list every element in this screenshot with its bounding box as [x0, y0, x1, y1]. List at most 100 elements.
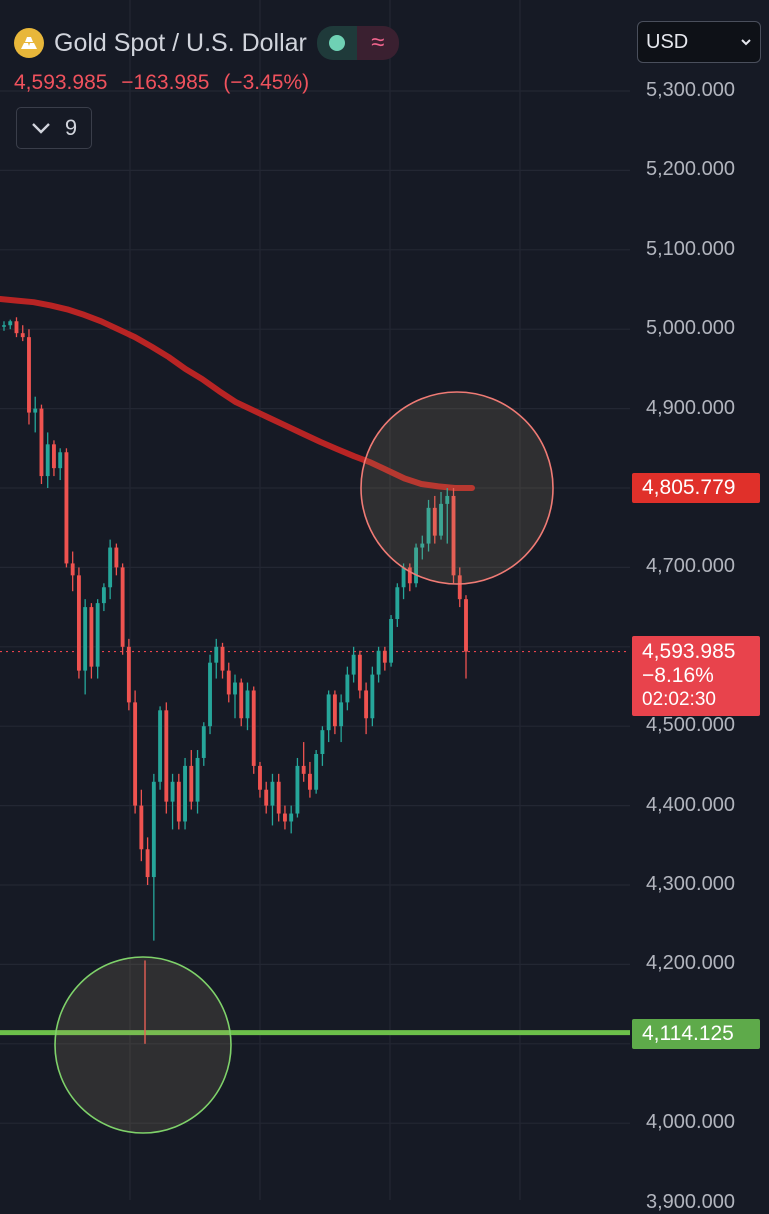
- candle-body: [376, 650, 381, 675]
- y-axis-tick-label: 3,900.000: [646, 1190, 735, 1213]
- y-axis-tick-label: 4,700.000: [646, 555, 735, 578]
- chevron-down-icon: [32, 123, 50, 134]
- candle-body: [345, 674, 350, 703]
- candle-body: [2, 325, 6, 327]
- candle-body: [52, 444, 56, 469]
- candle-body: [70, 563, 75, 576]
- current-price-value: 4,593.985: [642, 640, 736, 663]
- indicators-toggle-button[interactable]: 9: [16, 107, 92, 149]
- candle-body: [414, 547, 418, 584]
- candle-body: [27, 337, 31, 413]
- y-axis-tick-label: 4,300.000: [646, 873, 735, 895]
- candle-body: [357, 654, 362, 691]
- candle-body: [251, 690, 256, 766]
- y-axis-tick-label: 5,000.000: [646, 317, 735, 340]
- candle-body: [239, 682, 244, 719]
- candle-body: [389, 619, 394, 663]
- candle-body: [95, 603, 100, 667]
- candle-body: [176, 781, 181, 822]
- y-axis-tick-label: 5,200.000: [646, 158, 735, 181]
- chevron-down-icon: [741, 39, 751, 46]
- candle-body: [226, 670, 231, 695]
- candle-body: [426, 507, 431, 544]
- candle-body: [264, 789, 269, 806]
- moving-average-line: [0, 296, 475, 491]
- candle-body: [314, 753, 319, 790]
- candle-body: [420, 543, 425, 548]
- candle-body: [432, 507, 437, 536]
- candle-body: [220, 646, 225, 671]
- candle-body: [164, 710, 169, 802]
- currency-select[interactable]: USD: [637, 21, 761, 63]
- candle-body: [301, 765, 306, 774]
- candle-body: [170, 781, 175, 802]
- candle-body: [457, 575, 462, 600]
- y-axis-tick-label: 4,200.000: [646, 952, 735, 975]
- candle-body: [270, 781, 275, 806]
- candle-body: [208, 662, 212, 727]
- candle-body: [464, 599, 468, 652]
- candle-body: [332, 694, 337, 727]
- price-quote: 4,593.985 −163.985 (−3.45%): [14, 71, 317, 95]
- candle-body: [20, 333, 25, 338]
- candle-body: [158, 710, 163, 782]
- bar-countdown: 02:02:30: [642, 689, 716, 710]
- candle-body: [382, 650, 387, 663]
- approx-wave-icon: ≈: [356, 26, 399, 60]
- market-status-pill[interactable]: ≈: [316, 26, 399, 60]
- candle-body: [258, 765, 262, 790]
- symbol-header: Gold Spot / U.S. Dollar ≈: [14, 26, 399, 60]
- candle-body: [189, 765, 194, 802]
- candle-body: [151, 781, 156, 878]
- candle-body: [407, 567, 412, 584]
- candle-body: [139, 805, 144, 850]
- current-price-tag: 4,593.985 −8.16% 02:02:30: [632, 636, 760, 716]
- price-change: −163.985: [121, 71, 210, 94]
- candle-body: [195, 757, 200, 802]
- gold-bars-icon: [14, 28, 44, 58]
- candle-body: [108, 547, 113, 588]
- candle-body: [201, 726, 206, 758]
- candle-body: [145, 849, 150, 878]
- candle-body: [58, 452, 63, 469]
- candle-body: [339, 702, 344, 727]
- candle-body: [126, 646, 131, 703]
- candle-body: [289, 813, 294, 822]
- indicators-count: 9: [64, 115, 78, 140]
- candle-body: [8, 321, 13, 326]
- currency-value: USD: [646, 30, 689, 53]
- candle-body: [133, 702, 138, 806]
- candle-body: [114, 547, 119, 568]
- candle-body: [401, 567, 406, 588]
- candle-body: [445, 495, 450, 504]
- y-axis-tick-label: 4,400.000: [646, 793, 735, 816]
- support-level-tag: 4,114.125: [632, 1019, 760, 1049]
- candle-body: [451, 495, 456, 576]
- candle-body: [364, 690, 369, 719]
- last-price: 4,593.985: [14, 71, 108, 94]
- candle-body: [33, 408, 38, 413]
- moving-average-price-tag: 4,805.779: [632, 473, 760, 503]
- price-change-percent: (−3.45%): [223, 71, 310, 94]
- candle-body: [120, 567, 125, 647]
- candle-body: [214, 646, 219, 663]
- candle-body: [326, 694, 331, 731]
- resistance-circle: [360, 391, 554, 585]
- market-open-dot-icon: [328, 35, 345, 51]
- current-price-change: −8.16%: [642, 664, 714, 687]
- candle-body: [395, 587, 400, 620]
- candle-body: [64, 452, 69, 564]
- candle-body: [89, 607, 94, 667]
- candle-body: [101, 587, 106, 604]
- candle-body: [39, 408, 44, 477]
- candle-body: [370, 674, 375, 719]
- symbol-title[interactable]: Gold Spot / U.S. Dollar: [54, 28, 307, 57]
- y-axis-tick-label: 4,900.000: [646, 396, 735, 419]
- y-axis-tick-label: 4,000.000: [646, 1111, 735, 1134]
- candle-body: [295, 765, 300, 814]
- candle-body: [83, 607, 88, 671]
- y-axis-tick-label: 5,300.000: [646, 79, 735, 101]
- candle-body: [320, 730, 325, 754]
- candle-body: [183, 765, 187, 822]
